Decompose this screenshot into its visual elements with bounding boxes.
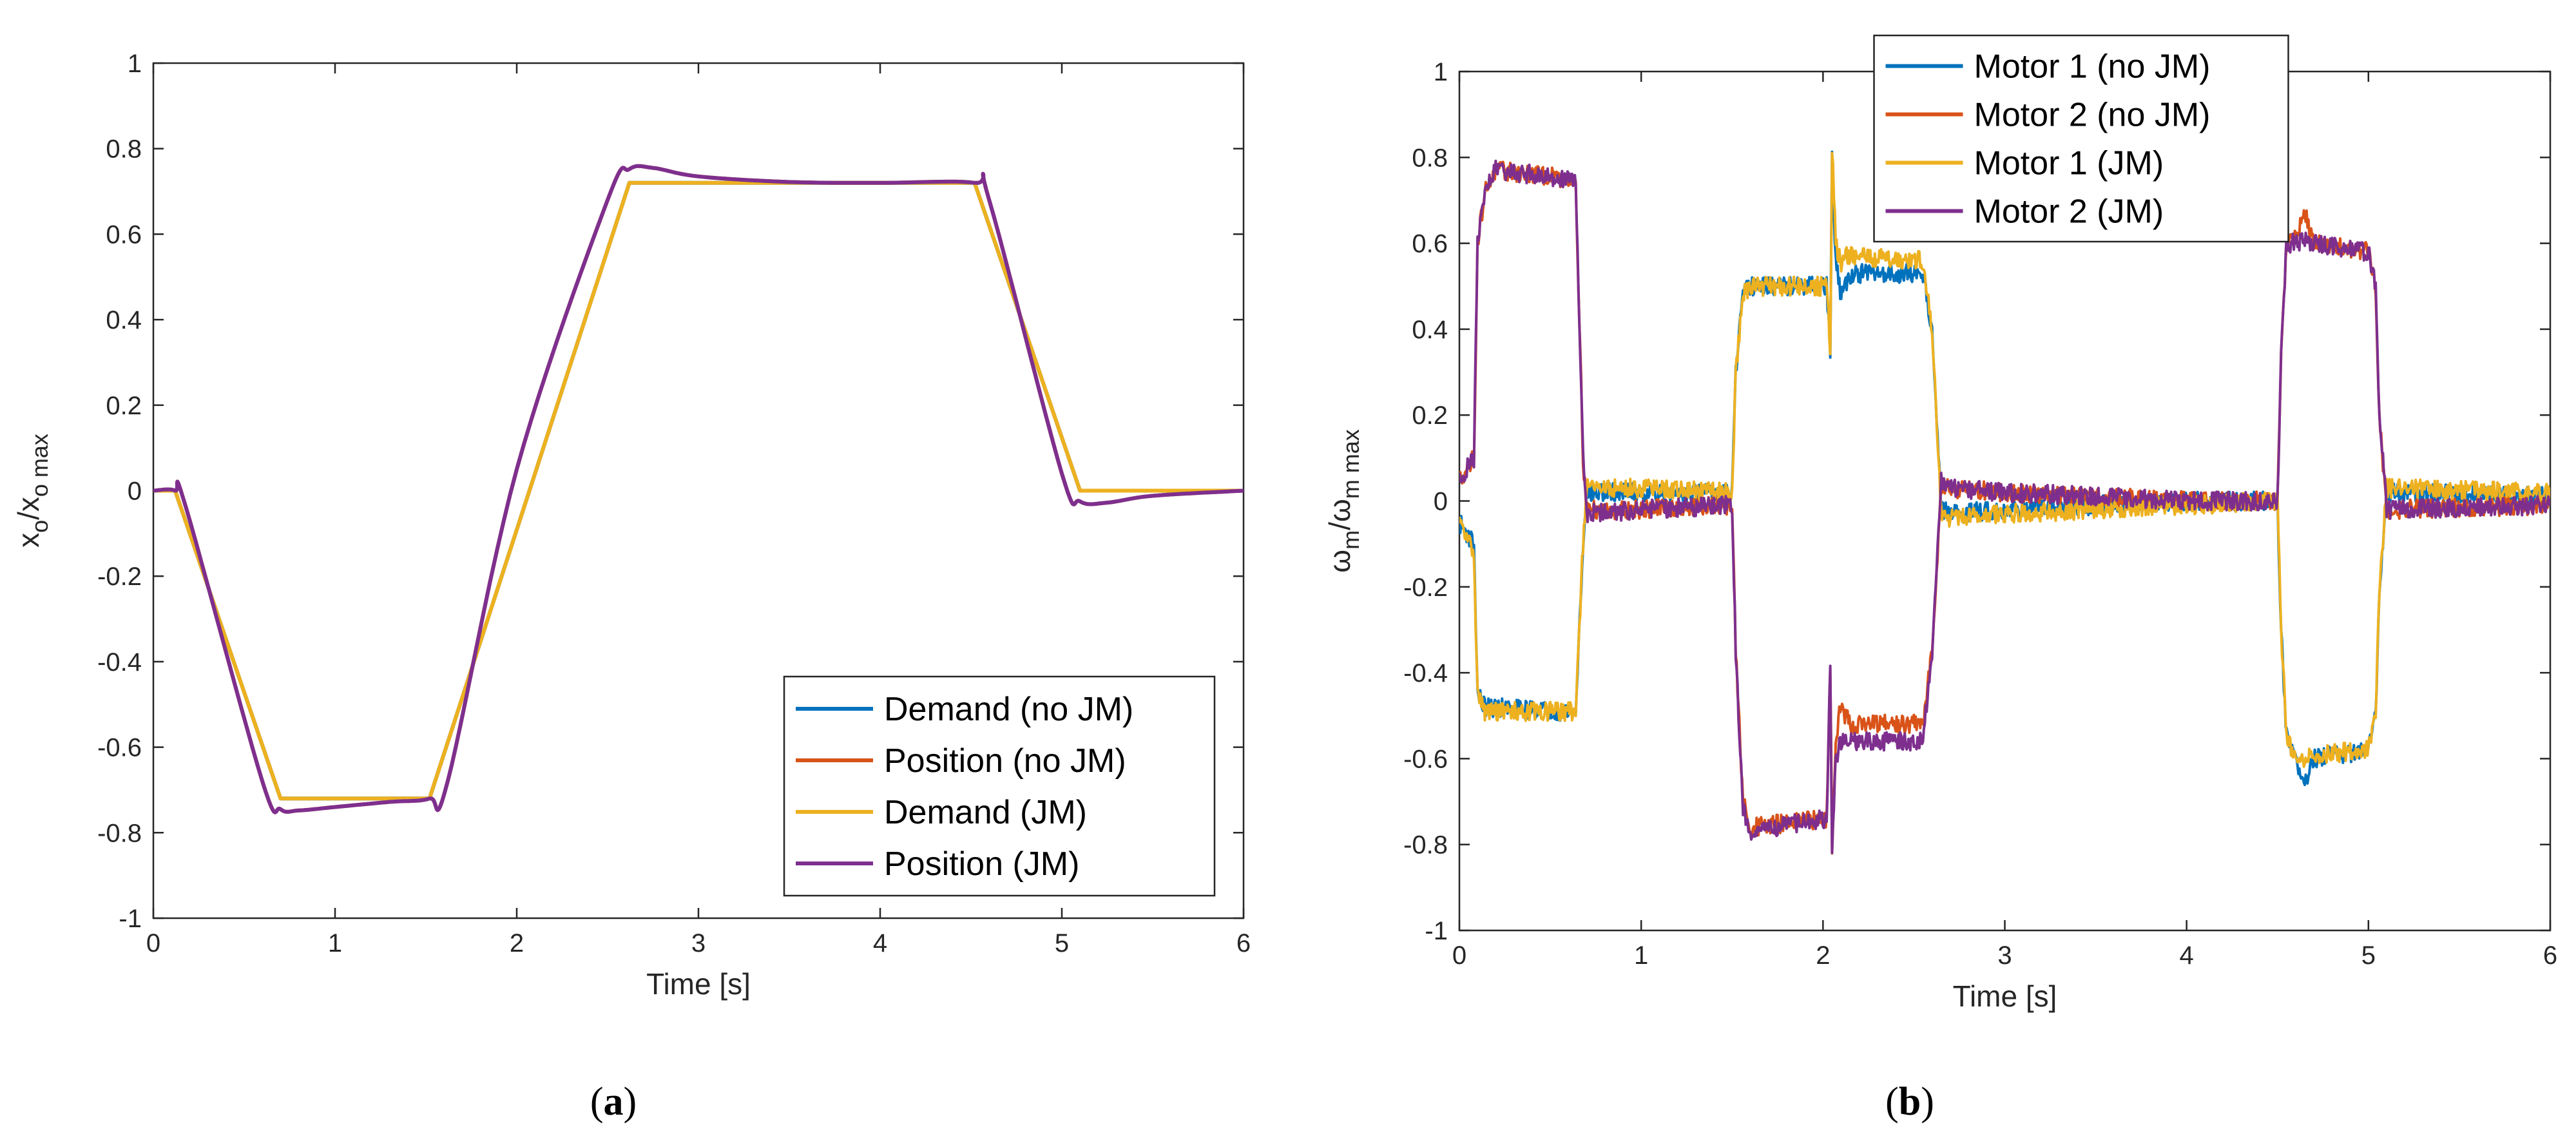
legend-box: [1873, 34, 2289, 243]
panel-a-chart: 0 1 2 3 4 5 6 -1 -0.8 -0.6 -0.4 -0.2 0 0.2 0.4 0.6 0.8 1 T…: [12, 50, 1251, 1124]
series-line-3: [153, 180, 1244, 801]
legend-label: Demand (no JM): [884, 691, 1133, 728]
x-tick-label: 2: [1816, 941, 1830, 970]
x-axis-label: Time [s]: [1953, 979, 2057, 1013]
y-tick-label: -0.8: [97, 819, 142, 847]
panel-b-chart: 0 1 2 3 4 5 6 -1 -0.8 -0.6 -0.4 -0.2 0 0.2 0.4 0.6 0.8 1 T…: [1323, 34, 2557, 1124]
y-tick-label: 0.4: [106, 306, 142, 334]
y-tick-label: 0.6: [1412, 230, 1448, 258]
legend: Motor 1 (no JM) Motor 2 (no JM) Motor 1 (J…: [1873, 34, 2289, 243]
y-tick-label: 0.6: [106, 220, 142, 249]
legend-label: Position (no JM): [884, 742, 1126, 780]
x-tick-label: 3: [691, 929, 706, 957]
x-tick-label: 0: [1452, 941, 1466, 970]
y-tick-label: 1: [128, 50, 142, 78]
y-tick-label: 0.8: [106, 135, 142, 164]
x-tick-label: 0: [146, 929, 160, 957]
x-tick-label: 6: [2543, 941, 2557, 970]
y-axis-label: ωm/ωm max: [1323, 429, 1364, 573]
y-tick-label: -0.6: [1403, 745, 1448, 773]
legend-label: Motor 2 (no JM): [1974, 97, 2211, 134]
y-tick-label: -0.4: [1403, 659, 1448, 688]
legend-box: [783, 675, 1216, 897]
y-tick-label: 0.8: [1412, 144, 1448, 172]
x-tick-label: 1: [1634, 941, 1648, 970]
x-tick-label: 3: [1997, 941, 2012, 970]
y-tick-label: -0.8: [1403, 831, 1448, 860]
series-lines: [153, 164, 1244, 814]
y-tick-label: -0.2: [1403, 573, 1448, 602]
y-tick-label: -0.2: [97, 563, 142, 591]
y-tick-label: 0: [128, 477, 142, 506]
legend-label: Motor 1 (no JM): [1974, 48, 2211, 86]
y-tick-label: 0.2: [106, 392, 142, 420]
x-tick-label: 5: [1055, 929, 1069, 957]
y-tick-label: 1: [1434, 58, 1448, 86]
y-tick-label: -0.6: [97, 734, 142, 762]
x-tick-label: 5: [2361, 941, 2376, 970]
legend: Demand (no JM) Position (no JM) Demand (JM…: [783, 675, 1216, 897]
x-tick-label: 4: [2180, 941, 2194, 970]
x-tick-label: 1: [328, 929, 342, 957]
panel-caption: (b): [1885, 1080, 1934, 1124]
x-tick-label: 2: [510, 929, 524, 957]
x-axis-label: Time [s]: [646, 967, 751, 1001]
series-lines: [1459, 150, 2550, 855]
legend-label: Motor 2 (JM): [1974, 193, 2164, 231]
y-tick-label: -0.4: [97, 648, 142, 677]
x-tick-label: 6: [1236, 929, 1251, 957]
y-axis-label: xo/xo max: [12, 434, 53, 548]
y-tick-label: 0: [1434, 488, 1448, 516]
series-line-4: [1459, 159, 2550, 854]
y-tick-label: 0.4: [1412, 316, 1448, 344]
panel-caption: (a): [590, 1080, 637, 1124]
series-line-4: [153, 164, 1244, 814]
x-tick-label: 4: [873, 929, 887, 957]
y-tick-label: 0.2: [1412, 401, 1448, 430]
series-line-3: [1459, 151, 2550, 768]
y-tick-label: -1: [119, 905, 142, 933]
legend-label: Motor 1 (JM): [1974, 145, 2164, 182]
legend-label: Position (JM): [884, 845, 1079, 883]
legend-label: Demand (JM): [884, 794, 1087, 831]
y-tick-label: -1: [1425, 917, 1448, 945]
